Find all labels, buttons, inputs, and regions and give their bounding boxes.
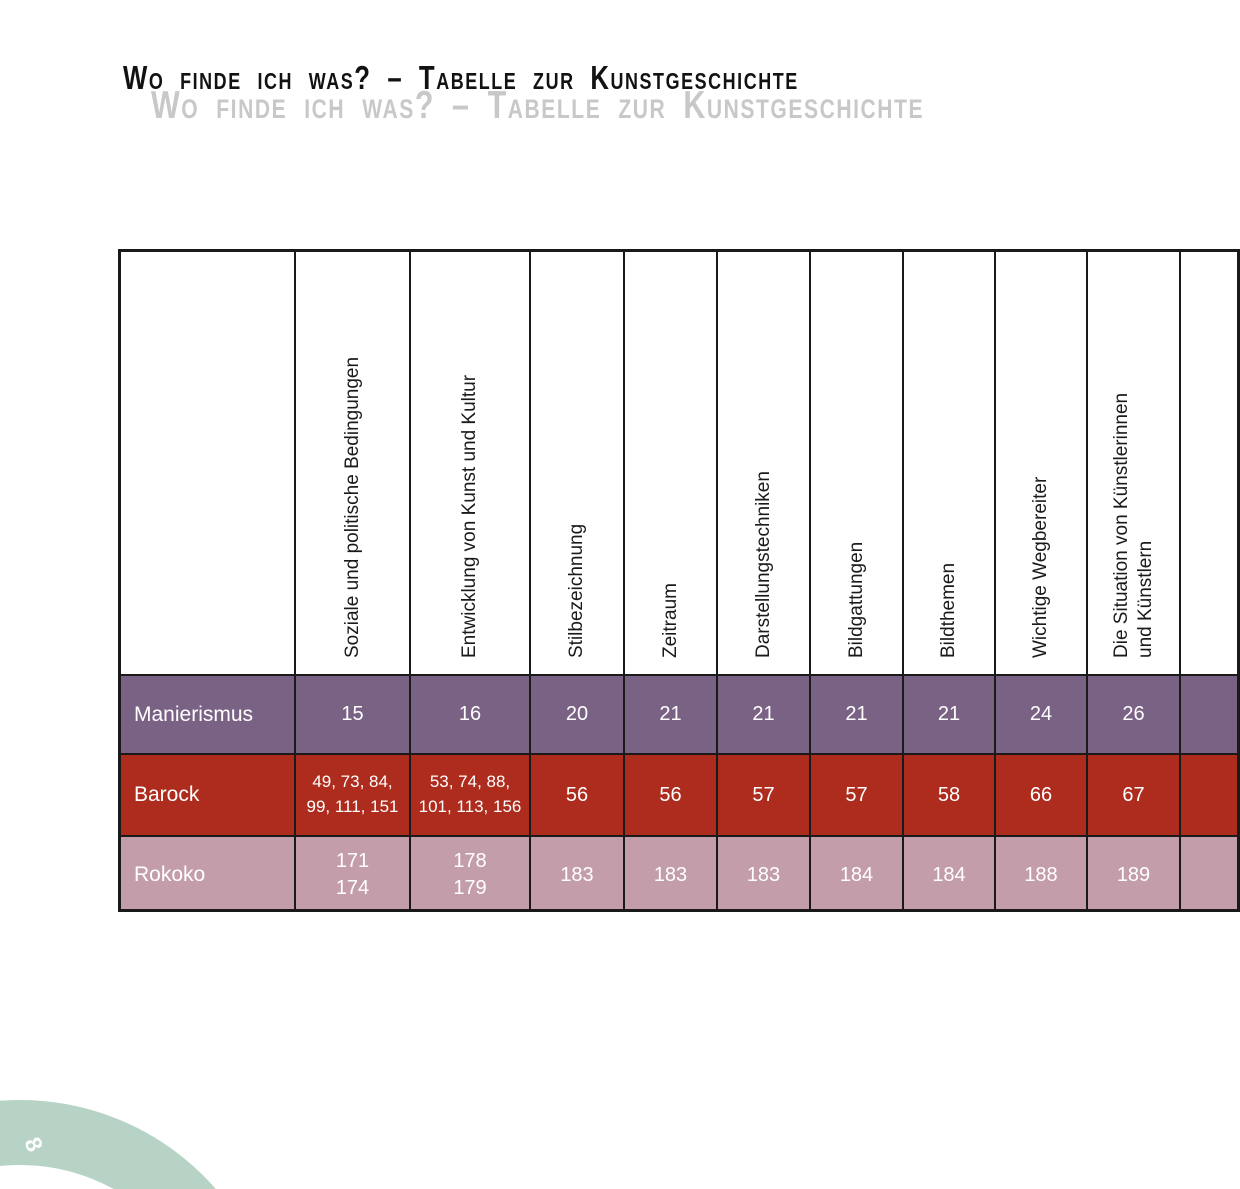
table-cell: 183 [531,837,625,909]
art-history-reference-table: Soziale und politische Bedingungen Entwi… [118,249,1240,912]
column-header-label: Bildgattungen [845,541,867,658]
column-header-label: Wichtige Wegbereiter [1030,476,1051,658]
table-cell: 26 [1088,676,1181,755]
column-header-bildthemen: Bildthemen [904,252,996,676]
table-cell: 21 [904,676,996,755]
table-cell: 15 [296,676,411,755]
table-cell-cutoff [1181,837,1237,909]
column-header-label: Darstellungstechniken [752,471,774,658]
table-cell: 20 [531,676,625,755]
column-header-label: Die Situation von Künstlerinnen und Küns… [1110,392,1156,658]
table-cell-cutoff [1181,676,1237,755]
column-header-zeitraum: Zeitraum [625,252,718,676]
table-cell: 49, 73, 84, 99, 111, 151 [296,755,411,837]
table-cell: 56 [625,755,718,837]
page-title-shadow: Wo finde ich was? – Tabelle zur Kunstges… [151,84,925,127]
table-cell: 184 [904,837,996,909]
column-header-wichtige-wegbereiter: Wichtige Wegbereiter [996,252,1088,676]
row-label-barock: Barock [121,755,296,837]
column-header-stilbezeichnung: Stilbezeichnung [531,252,625,676]
table-cell: 57 [811,755,904,837]
column-header-label: Soziale und politische Bedingungen [341,356,363,658]
column-header-entwicklung-kunst-kultur: Entwicklung von Kunst und Kultur [411,252,531,676]
row-label-rokoko: Rokoko [121,837,296,909]
column-header-cutoff [1181,252,1237,676]
column-header-darstellungstechniken: Darstellungstechniken [718,252,811,676]
table-cell: 171 174 [296,837,411,909]
table-cell: 56 [531,755,625,837]
table-cell: 58 [904,755,996,837]
table-cell: 21 [718,676,811,755]
table-cell: 189 [1088,837,1181,909]
row-label-manierismus: Manierismus [121,676,296,755]
column-header-bildgattungen: Bildgattungen [811,252,904,676]
column-header-situation-kuenstlerinnen: Die Situation von Künstlerinnen und Küns… [1088,252,1181,676]
table-cell: 66 [996,755,1088,837]
table-cell: 183 [625,837,718,909]
table-cell: 184 [811,837,904,909]
table-cell: 67 [1088,755,1181,837]
table-cell: 21 [811,676,904,755]
column-header-soziale-bedingungen: Soziale und politische Bedingungen [296,252,411,676]
table-cell: 183 [718,837,811,909]
column-header-label: Zeitraum [659,583,681,658]
table-cell: 21 [625,676,718,755]
table-cell: 178 179 [411,837,531,909]
table-cell: 16 [411,676,531,755]
column-header-label: Stilbezeichnung [566,523,587,658]
table-cell: 57 [718,755,811,837]
table-cell: 188 [996,837,1088,909]
table-cell-cutoff [1181,755,1237,837]
column-header-label: Bildthemen [938,562,959,658]
table-cell: 53, 74, 88, 101, 113, 156 [411,755,531,837]
table-corner-cell [121,252,296,676]
table-cell: 24 [996,676,1088,755]
column-header-label: Entwicklung von Kunst und Kultur [459,374,480,658]
page-title: Wo finde ich was? – Tabelle zur Kunstges… [123,59,799,96]
